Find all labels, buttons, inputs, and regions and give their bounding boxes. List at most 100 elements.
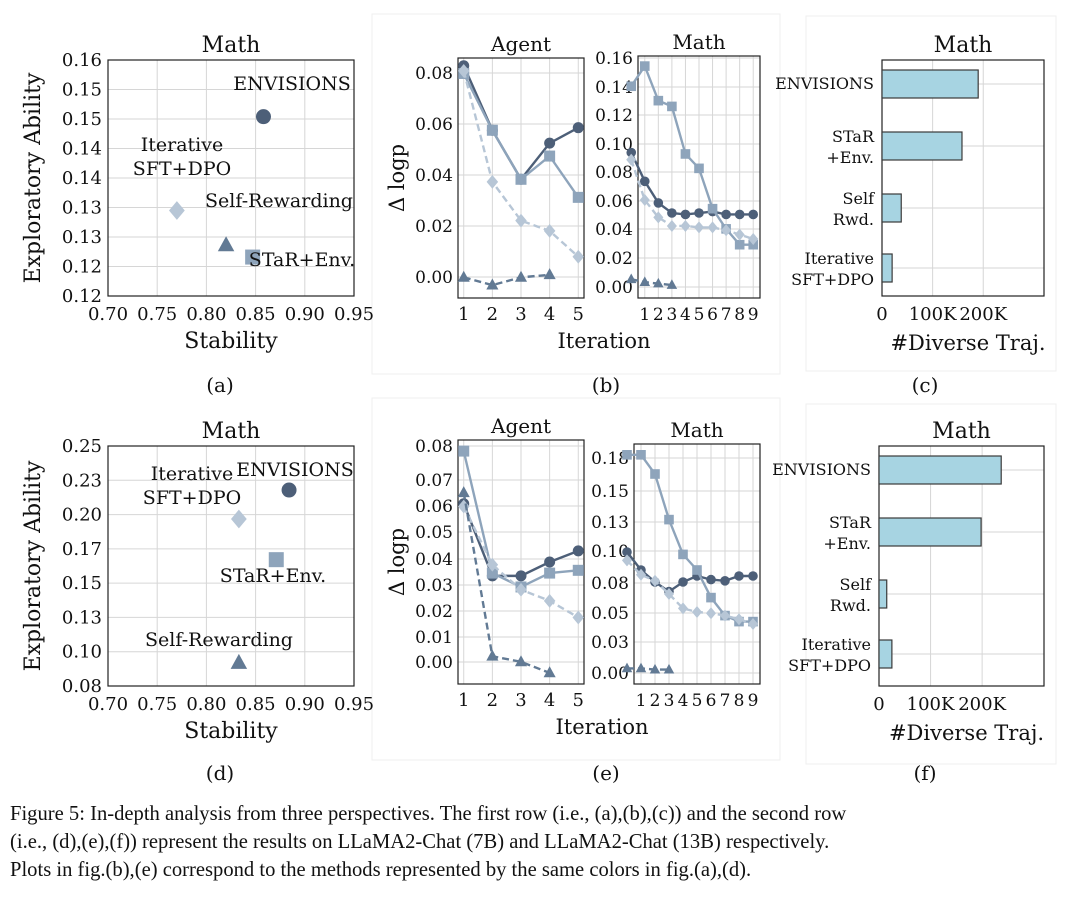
x-tick-label: 0 [873,694,884,715]
y-tick-label: 0.15 [591,482,629,502]
scatter-point [217,236,235,252]
data-point [572,249,585,264]
line-chart: 1 2 3 4 50.000.020.040.060.08AgentIterationΔ… [385,32,651,353]
data-point [625,273,637,284]
caption-line-2: (i.e., (d),(e),(f)) represent the result… [10,831,830,853]
panel-frame [805,403,1057,765]
y-tick-label: 0.01 [415,628,453,648]
y-tick-label: 0.23 [62,470,102,491]
data-point [635,662,647,673]
data-point [678,577,688,587]
y-tick-label: 0.13 [62,198,102,219]
scatter-plot: 0.70 0.75 0.80 0.85 0.90 0.95 0.08 0.10 0.13 0.15… [21,419,374,744]
category-label: SFT+DPO [791,270,874,289]
data-point [748,232,759,245]
x-tick-label: 0.80 [186,304,226,325]
x-tick-label: 6 [706,691,717,711]
x-axis-label: #Diverse Traj. [889,721,1044,745]
x-tick-label: 2 [650,691,661,711]
x-tick-label: 0.90 [285,694,325,715]
panel-label: (f) [913,761,936,785]
point-label: Self-Rewarding [205,190,353,212]
x-tick-label: 3 [515,690,526,711]
axes-frame [107,445,355,687]
y-axis-label: Exploratory Ability [21,460,46,671]
bar [878,579,888,609]
data-point [543,666,556,678]
axes-frame [457,439,585,685]
x-tick-label: 3 [664,691,675,711]
x-tick-label: 2 [653,305,664,325]
axes-frame [878,445,1045,687]
bar [881,69,979,99]
y-tick-label: 0.15 [62,109,102,130]
y-tick-label: 0.16 [62,50,102,71]
y-tick-label: 0.10 [595,135,633,155]
y-tick-label: 0.17 [62,539,102,560]
x-tick-label: 1 [458,304,469,325]
y-tick-label: 0.02 [415,217,453,237]
y-tick-label: 0.08 [595,163,633,183]
x-tick-label: 4 [680,305,691,325]
caption-line-3: Plots in fig.(b),(e) correspond to the m… [10,859,752,881]
category-label: Iterative [802,635,871,654]
y-tick-label: 0.08 [591,574,629,594]
data-point [707,221,718,234]
point-label: Self-Rewarding [145,629,293,651]
x-tick-label: 0 [876,304,887,325]
data-point [734,228,745,241]
data-point [664,514,674,525]
data-point [486,557,499,572]
category-label: STaR [829,513,872,532]
series-line [462,492,551,675]
y-tick-label: 0.05 [415,523,453,543]
point-label: Iterative [151,463,234,485]
x-tick-label: 200K [958,694,1006,715]
data-point [515,570,527,582]
y-tick-label: 0.25 [62,436,102,457]
bar-chart: 0 100K 200K Math #Diverse Traj. ENVISIONS STaR… [775,33,1045,355]
series-line [630,152,754,216]
data-point [543,593,556,608]
data-point [649,663,661,674]
data-point [544,137,556,149]
y-tick-label: 0.08 [62,676,102,697]
x-tick-label: 5 [694,305,705,325]
data-point [639,194,650,207]
bar [878,455,1002,485]
category-label: Self [843,189,876,208]
data-point [486,174,499,189]
series-line [627,667,669,671]
y-axis-label: Δ logp [385,144,409,212]
data-point [734,209,745,220]
series-line [630,159,754,241]
x-tick-label: 4 [544,690,555,711]
y-tick-label: 0.14 [62,139,102,160]
point-label: ENVISIONS [236,459,353,481]
data-point [653,95,664,106]
data-point [748,209,759,220]
x-tick-label: 5 [692,691,703,711]
data-point [666,219,677,232]
data-point [572,610,585,625]
data-point [748,571,758,581]
x-tick-label: 8 [734,305,745,325]
series-line [626,559,754,626]
x-axis-label: #Diverse Traj. [890,331,1045,355]
y-tick-label: 0.13 [62,607,102,628]
category-label: STaR [832,127,875,146]
data-point [721,209,731,220]
bar [878,517,982,547]
y-tick-label: 0.14 [62,168,102,189]
x-tick-label: 0.85 [236,304,276,325]
data-point [639,61,650,71]
category-label: Self [840,575,873,594]
data-point [457,270,470,282]
data-point [663,663,675,674]
y-axis-label: Δ logp [385,528,409,596]
data-point [680,219,691,232]
point-label: STaR+Env. [249,249,355,271]
scatter-point [245,249,261,265]
data-point [734,571,744,581]
x-tick-label: 5 [573,304,584,325]
